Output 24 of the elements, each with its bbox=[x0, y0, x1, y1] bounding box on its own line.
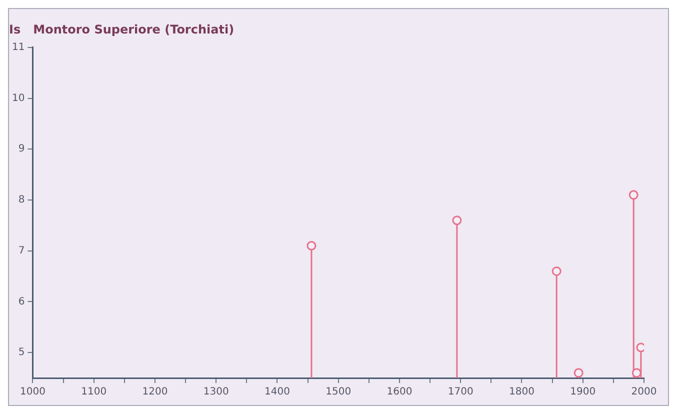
x-tick-label: 1800 bbox=[509, 386, 534, 398]
point bbox=[574, 368, 584, 378]
y-tick-label: 6 bbox=[18, 296, 25, 308]
y-tick-label: 9 bbox=[18, 144, 25, 155]
point bbox=[306, 241, 316, 251]
point bbox=[628, 190, 638, 200]
x-tick-label: 1400 bbox=[264, 386, 290, 398]
y-tick-label: 8 bbox=[18, 194, 25, 206]
y-tick-label: 11 bbox=[12, 42, 25, 53]
text: Is Montoro Superiore (Torchiati) bbox=[9, 22, 234, 36]
x-tick-label: 1900 bbox=[570, 386, 596, 398]
y-tick-label: 10 bbox=[12, 92, 25, 104]
x-tick-label: 1500 bbox=[326, 386, 352, 398]
y-tick-label: 7 bbox=[18, 245, 25, 256]
x-tick-label: 1200 bbox=[142, 386, 168, 398]
x-tick-label: 2000 bbox=[631, 386, 657, 398]
x-tick-label: 1100 bbox=[81, 386, 107, 398]
y-tick-label: 5 bbox=[18, 347, 25, 358]
x-tick-label: 1300 bbox=[203, 386, 229, 398]
point bbox=[552, 266, 562, 276]
point bbox=[452, 216, 462, 226]
x-tick-label: 1600 bbox=[386, 386, 412, 398]
x-tick-label: 1700 bbox=[448, 386, 474, 398]
x-tick-label: 1000 bbox=[20, 386, 46, 398]
